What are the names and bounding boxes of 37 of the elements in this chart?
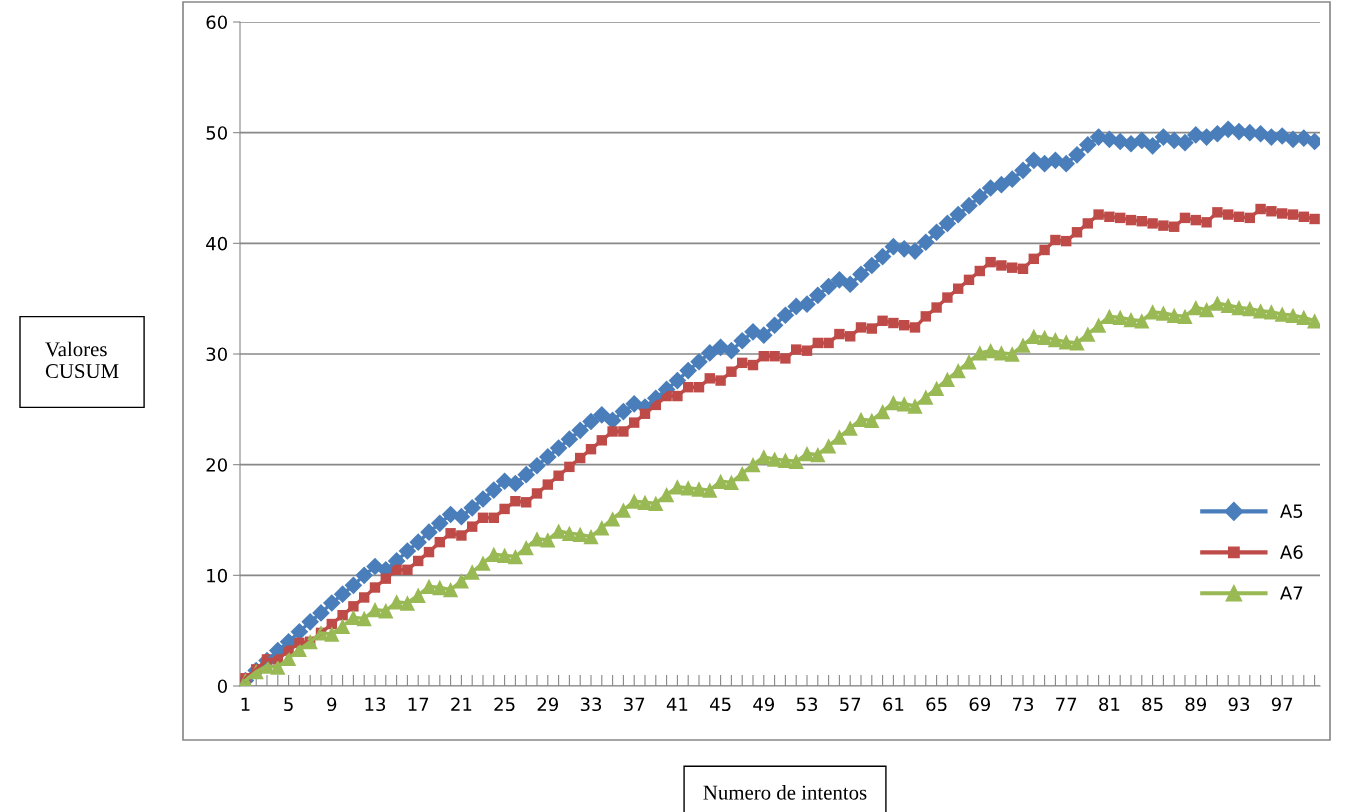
x-tick-label: 25 <box>494 697 515 712</box>
x-tick-label: 89 <box>1185 697 1207 712</box>
x-tick-label: 61 <box>883 697 904 712</box>
x-tick-label: 1 <box>241 697 250 711</box>
x-tick-label: 77 <box>1056 697 1077 711</box>
x-tick-label: 69 <box>969 697 991 712</box>
legend-label: A6 <box>1280 545 1303 559</box>
x-tick-label: 5 <box>284 697 293 712</box>
x-tick-label: 45 <box>710 697 731 712</box>
x-tick-label: 81 <box>1099 697 1120 712</box>
x-tick-label: 21 <box>451 697 472 711</box>
x-tick-label: 49 <box>753 697 775 712</box>
y-tick-label: 20 <box>206 458 227 472</box>
x-tick-label: 73 <box>1012 697 1034 712</box>
x-tick-label: 17 <box>408 697 429 711</box>
x-tick-label: 37 <box>624 697 645 712</box>
x-tick-label: 29 <box>537 697 559 712</box>
y-tick-label: 10 <box>207 568 227 583</box>
y-tick-label: 0 <box>217 679 227 694</box>
x-tick-label: 53 <box>796 697 818 712</box>
x-tick-label: 13 <box>365 697 386 712</box>
x-tick-label: 41 <box>666 697 688 711</box>
legend-label: A5 <box>1280 504 1303 518</box>
x-tick-label: 97 <box>1271 697 1293 712</box>
x-tick-label: 93 <box>1228 697 1250 712</box>
x-tick-label: 9 <box>327 697 337 712</box>
x-tick-label: 33 <box>580 697 602 712</box>
y-tick-label: 40 <box>206 236 227 251</box>
x-tick-label: 85 <box>1142 697 1163 712</box>
x-tick-label: 65 <box>926 697 947 712</box>
y-tick-label: 30 <box>206 347 227 362</box>
x-tick-label: 57 <box>840 697 861 712</box>
y-axis-title: Valores CUSUM <box>45 341 119 379</box>
legend-label: A7 <box>1280 586 1303 600</box>
y-tick-label: 50 <box>206 126 227 140</box>
x-axis-title: Numero de intentos <box>703 785 867 800</box>
y-tick-label: 60 <box>206 15 227 30</box>
